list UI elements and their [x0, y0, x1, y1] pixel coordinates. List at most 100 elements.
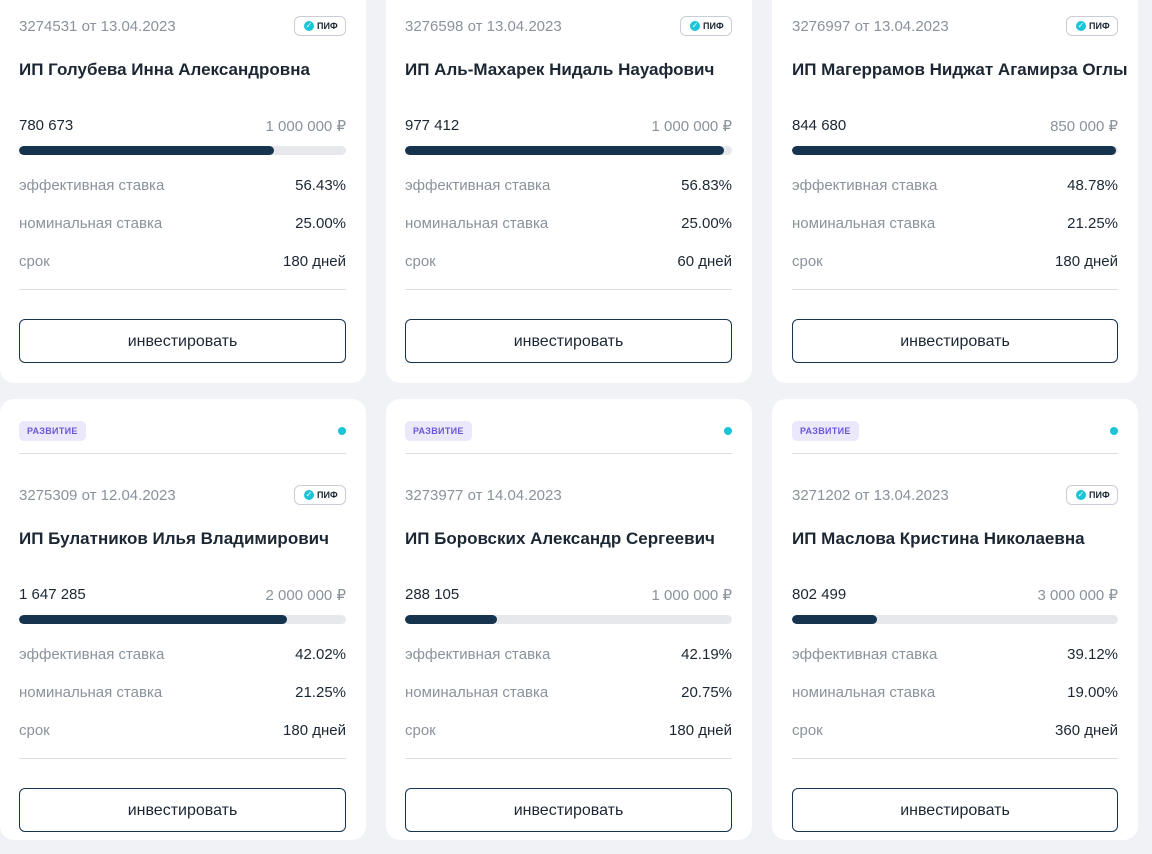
effective-rate-value: 42.02% — [295, 646, 346, 663]
status-dot-icon — [724, 427, 732, 435]
invest-button[interactable]: инвестировать — [19, 319, 346, 363]
nominal-rate-row: номинальная ставка 21.25% — [792, 215, 1118, 232]
check-icon: ✓ — [1076, 490, 1086, 500]
effective-rate-value: 42.19% — [681, 646, 732, 663]
nominal-rate-row: номинальная ставка 20.75% — [405, 684, 732, 701]
borrower-name[interactable]: ИП Магеррамов Ниджат Агамирза Оглы — [792, 60, 1128, 79]
invest-button[interactable]: инвестировать — [792, 319, 1118, 363]
collected-amount: 780 673 — [19, 117, 74, 134]
term-row: срок 360 дней — [792, 722, 1118, 739]
nominal-rate-row: номинальная ставка 25.00% — [405, 215, 732, 232]
term-row: срок 180 дней — [19, 253, 346, 270]
progress-fill — [405, 615, 497, 624]
effective-rate-value: 56.43% — [295, 177, 346, 194]
progress-bar — [792, 146, 1118, 155]
pif-badge: ✓ ПИФ — [294, 16, 346, 36]
category-tag: РАЗВИТИЕ — [19, 421, 86, 441]
divider — [792, 758, 1118, 759]
loan-card: 3274531 от 13.04.2023 ✓ ПИФ ИП Голубева И… — [0, 0, 366, 383]
target-amount: 3 000 000 ₽ — [1037, 587, 1118, 604]
borrower-name[interactable]: ИП Маслова Кристина Николаевна — [792, 529, 1085, 548]
divider — [405, 289, 732, 290]
category-tag: РАЗВИТИЕ — [792, 421, 859, 441]
effective-rate-row: эффективная ставка 56.43% — [19, 177, 346, 194]
progress-bar — [19, 615, 346, 624]
effective-rate-value: 39.12% — [1067, 646, 1118, 663]
borrower-name[interactable]: ИП Голубева Инна Александровна — [19, 60, 310, 79]
target-amount: 1 000 000 ₽ — [651, 118, 732, 135]
loan-card: РАЗВИТИЕ 3271202 от 13.04.2023 ✓ ПИФ ИП М… — [772, 399, 1138, 840]
nominal-rate-value: 19.00% — [1067, 684, 1118, 701]
progress-bar — [405, 146, 732, 155]
term-value: 180 дней — [1055, 253, 1118, 270]
card-tag-row: РАЗВИТИЕ — [405, 415, 732, 454]
loan-id-date: 3271202 от 13.04.2023 — [792, 487, 949, 504]
borrower-name[interactable]: ИП Аль-Махарек Нидаль Науафович — [405, 60, 715, 79]
progress-fill — [19, 615, 288, 624]
effective-rate-row: эффективная ставка 42.19% — [405, 646, 732, 663]
pif-badge: ✓ ПИФ — [1066, 485, 1118, 505]
loan-card: 3276598 от 13.04.2023 ✓ ПИФ ИП Аль-Махаре… — [386, 0, 752, 383]
card-tag-row: РАЗВИТИЕ — [792, 415, 1118, 454]
invest-button[interactable]: инвестировать — [19, 788, 346, 832]
progress-fill — [792, 615, 877, 624]
progress-bar — [792, 615, 1118, 624]
nominal-rate-value: 21.25% — [1067, 215, 1118, 232]
divider — [19, 289, 346, 290]
effective-rate-row: эффективная ставка 39.12% — [792, 646, 1118, 663]
pif-badge: ✓ ПИФ — [680, 16, 732, 36]
loan-card: РАЗВИТИЕ 3275309 от 12.04.2023 ✓ ПИФ ИП Б… — [0, 399, 366, 840]
invest-button[interactable]: инвестировать — [792, 788, 1118, 832]
target-amount: 850 000 ₽ — [1050, 118, 1118, 135]
collected-amount: 802 499 — [792, 586, 847, 603]
collected-amount: 977 412 — [405, 117, 460, 134]
collected-amount: 1 647 285 — [19, 586, 86, 603]
loan-card: РАЗВИТИЕ 3273977 от 14.04.2023 ИП Боровс… — [386, 399, 752, 840]
loan-id-date: 3275309 от 12.04.2023 — [19, 487, 176, 504]
nominal-rate-value: 25.00% — [295, 215, 346, 232]
pif-badge: ✓ ПИФ — [294, 485, 346, 505]
nominal-rate-value: 25.00% — [681, 215, 732, 232]
status-dot-icon — [1110, 427, 1118, 435]
progress-fill — [19, 146, 275, 155]
check-icon: ✓ — [304, 490, 314, 500]
effective-rate-row: эффективная ставка 56.83% — [405, 177, 732, 194]
effective-rate-row: эффективная ставка 48.78% — [792, 177, 1118, 194]
invest-button[interactable]: инвестировать — [405, 788, 732, 832]
term-value: 180 дней — [283, 722, 346, 739]
borrower-name[interactable]: ИП Боровских Александр Сергеевич — [405, 529, 715, 548]
nominal-rate-row: номинальная ставка 19.00% — [792, 684, 1118, 701]
effective-rate-value: 56.83% — [681, 177, 732, 194]
effective-rate-row: эффективная ставка 42.02% — [19, 646, 346, 663]
nominal-rate-value: 20.75% — [681, 684, 732, 701]
progress-bar — [19, 146, 346, 155]
divider — [405, 758, 732, 759]
progress-bar — [405, 615, 732, 624]
nominal-rate-value: 21.25% — [295, 684, 346, 701]
loan-card: 3276997 от 13.04.2023 ✓ ПИФ ИП Магеррамов… — [772, 0, 1138, 383]
nominal-rate-row: номинальная ставка 25.00% — [19, 215, 346, 232]
target-amount: 1 000 000 ₽ — [265, 118, 346, 135]
check-icon: ✓ — [690, 21, 700, 31]
check-icon: ✓ — [1076, 21, 1086, 31]
card-tag-row: РАЗВИТИЕ — [19, 415, 346, 454]
status-dot-icon — [338, 427, 346, 435]
collected-amount: 288 105 — [405, 586, 460, 603]
loan-id-date: 3276997 от 13.04.2023 — [792, 18, 949, 35]
invest-button[interactable]: инвестировать — [405, 319, 732, 363]
term-row: срок 60 дней — [405, 253, 732, 270]
divider — [19, 758, 346, 759]
category-tag: РАЗВИТИЕ — [405, 421, 472, 441]
effective-rate-value: 48.78% — [1067, 177, 1118, 194]
term-value: 60 дней — [677, 253, 732, 270]
progress-fill — [405, 146, 725, 155]
divider — [792, 289, 1118, 290]
loan-id-date: 3276598 от 13.04.2023 — [405, 18, 562, 35]
borrower-name[interactable]: ИП Булатников Илья Владимирович — [19, 529, 329, 548]
nominal-rate-row: номинальная ставка 21.25% — [19, 684, 346, 701]
target-amount: 2 000 000 ₽ — [265, 587, 346, 604]
term-row: срок 180 дней — [19, 722, 346, 739]
term-row: срок 180 дней — [792, 253, 1118, 270]
term-row: срок 180 дней — [405, 722, 732, 739]
term-value: 180 дней — [669, 722, 732, 739]
